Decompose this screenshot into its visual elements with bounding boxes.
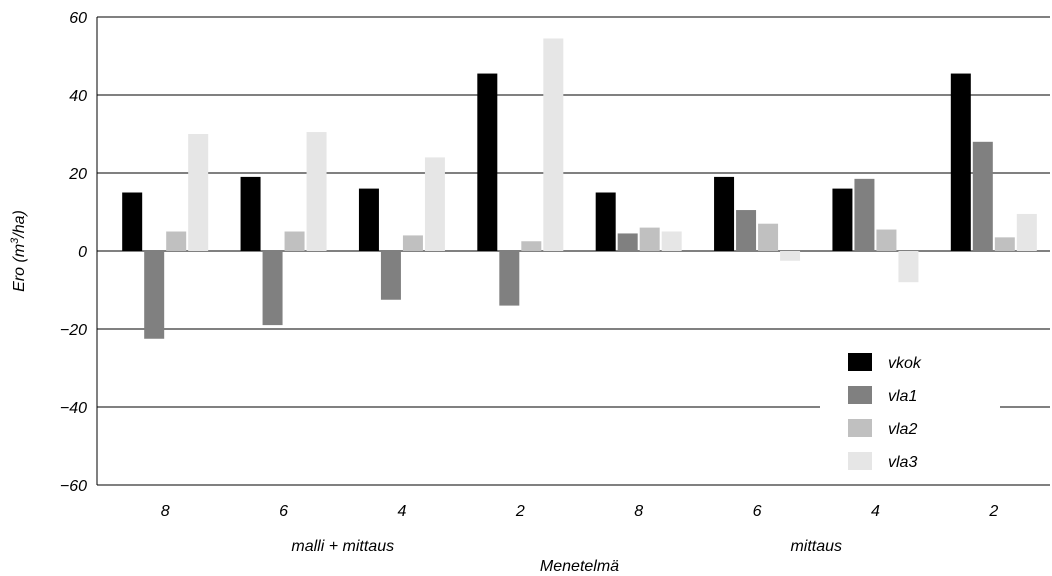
bar-vla1 xyxy=(144,251,165,339)
group-labels: malli + mittaus mittaus xyxy=(291,538,842,555)
bar-vla3 xyxy=(1016,213,1037,251)
x-tick-label: 8 xyxy=(634,503,643,520)
bar-vla1 xyxy=(499,251,520,306)
bar-vkok xyxy=(358,188,379,251)
bar-vla2 xyxy=(876,229,897,251)
y-tick-label: −40 xyxy=(60,400,87,417)
bar-vla2 xyxy=(521,241,542,251)
bar-vla1 xyxy=(262,251,283,326)
y-tick-label: 60 xyxy=(69,10,87,27)
x-tick-label: 4 xyxy=(871,503,880,520)
legend-label: vla2 xyxy=(888,421,917,438)
bar-vla2 xyxy=(284,231,305,251)
bar-vla2 xyxy=(166,231,187,251)
bar-vla2 xyxy=(994,237,1015,251)
x-axis-title: Menetelmä xyxy=(540,558,619,575)
group-label: malli + mittaus xyxy=(291,538,394,555)
bar-vla3 xyxy=(188,134,209,251)
x-tick-labels: 8 6 4 2 8 6 4 2 xyxy=(161,503,999,520)
y-tick-label: 20 xyxy=(68,166,87,183)
x-tick-label: 6 xyxy=(279,503,288,520)
y-tick-label: −60 xyxy=(60,478,87,495)
bar-vla2 xyxy=(758,223,779,251)
bar-vla1 xyxy=(380,251,401,300)
legend-swatch-vla1 xyxy=(848,386,872,404)
bar-vla1 xyxy=(736,210,757,251)
bar-vla3 xyxy=(424,157,445,251)
legend: vkok vla1 vla2 vla3 xyxy=(820,340,1000,480)
y-tick-label: 40 xyxy=(69,88,87,105)
bar-vla3 xyxy=(661,231,682,251)
x-tick-label: 2 xyxy=(515,503,525,520)
bar-vkok xyxy=(122,192,143,251)
bar-vla3 xyxy=(543,38,564,252)
bar-vkok xyxy=(950,73,971,251)
bar-vla2 xyxy=(402,235,423,251)
x-tick-label: 6 xyxy=(753,503,762,520)
x-tick-label: 8 xyxy=(161,503,170,520)
bar-vla1 xyxy=(854,178,875,251)
legend-swatch-vla2 xyxy=(848,419,872,437)
bar-vkok xyxy=(714,176,735,251)
x-tick-label: 4 xyxy=(397,503,406,520)
bars xyxy=(122,38,1037,339)
legend-swatch-vla3 xyxy=(848,452,872,470)
bar-vkok xyxy=(832,188,853,251)
bar-vla1 xyxy=(617,233,638,251)
group-label: mittaus xyxy=(790,538,842,555)
bar-vkok xyxy=(595,192,616,251)
bar-vla2 xyxy=(639,227,660,251)
y-tick-labels: 60 40 20 0 −20 −40 −60 xyxy=(60,10,87,495)
bar-vla3 xyxy=(780,251,801,261)
bar-vla3 xyxy=(898,251,919,283)
legend-label: vkok xyxy=(888,355,922,372)
bar-vkok xyxy=(240,176,261,251)
y-tick-label: 0 xyxy=(78,244,87,261)
x-tick-label: 2 xyxy=(988,503,998,520)
legend-label: vla1 xyxy=(888,388,917,405)
y-axis-title-main: Ero (m xyxy=(11,244,28,292)
y-axis-title-superscript: 3 xyxy=(9,237,21,244)
legend-swatch-vkok xyxy=(848,353,872,371)
bar-vla1 xyxy=(972,141,993,251)
legend-label: vla3 xyxy=(888,454,917,471)
y-tick-label: −20 xyxy=(60,322,87,339)
y-axis-title-tail: /ha) xyxy=(11,210,28,239)
bar-vla3 xyxy=(306,132,327,251)
bar-vkok xyxy=(477,73,498,251)
y-axis-title: Ero (m3/ha) xyxy=(9,210,28,292)
